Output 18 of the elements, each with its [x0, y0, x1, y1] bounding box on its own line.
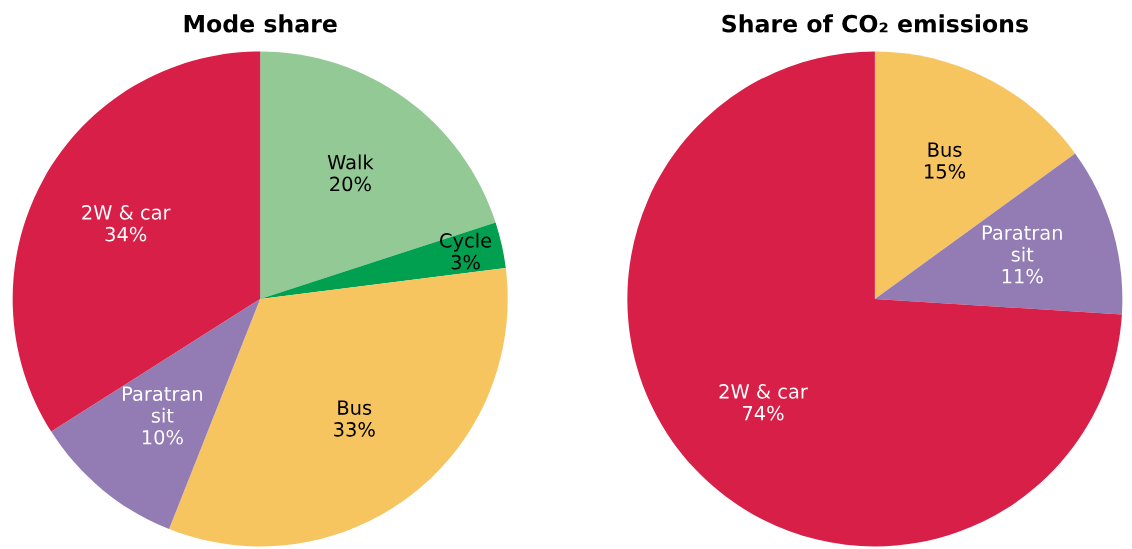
data-label: 11% [1002, 268, 1043, 284]
data-label: 3% [451, 254, 480, 270]
chart-title: Share of CO₂ emissions [722, 14, 1028, 33]
slice-label: 2W & car [82, 205, 171, 220]
data-label: 10% [142, 429, 183, 445]
data-label: 33% [334, 422, 375, 437]
slice-label: Walk [327, 154, 374, 170]
data-label: 20% [330, 176, 371, 192]
slice-label: Cycle [440, 232, 492, 252]
slice-label: Bus [928, 142, 962, 157]
slice-label: Bus [338, 400, 372, 415]
chart-title: Mode share [184, 14, 337, 33]
data-label: 34% [105, 226, 147, 242]
slice-label: 2W & car [719, 384, 808, 399]
data-label: 74% [742, 405, 784, 421]
data-label: 15% [925, 164, 966, 179]
slice-label: Paratran sit [123, 386, 202, 423]
slice-label: Paratran sit [982, 225, 1062, 262]
